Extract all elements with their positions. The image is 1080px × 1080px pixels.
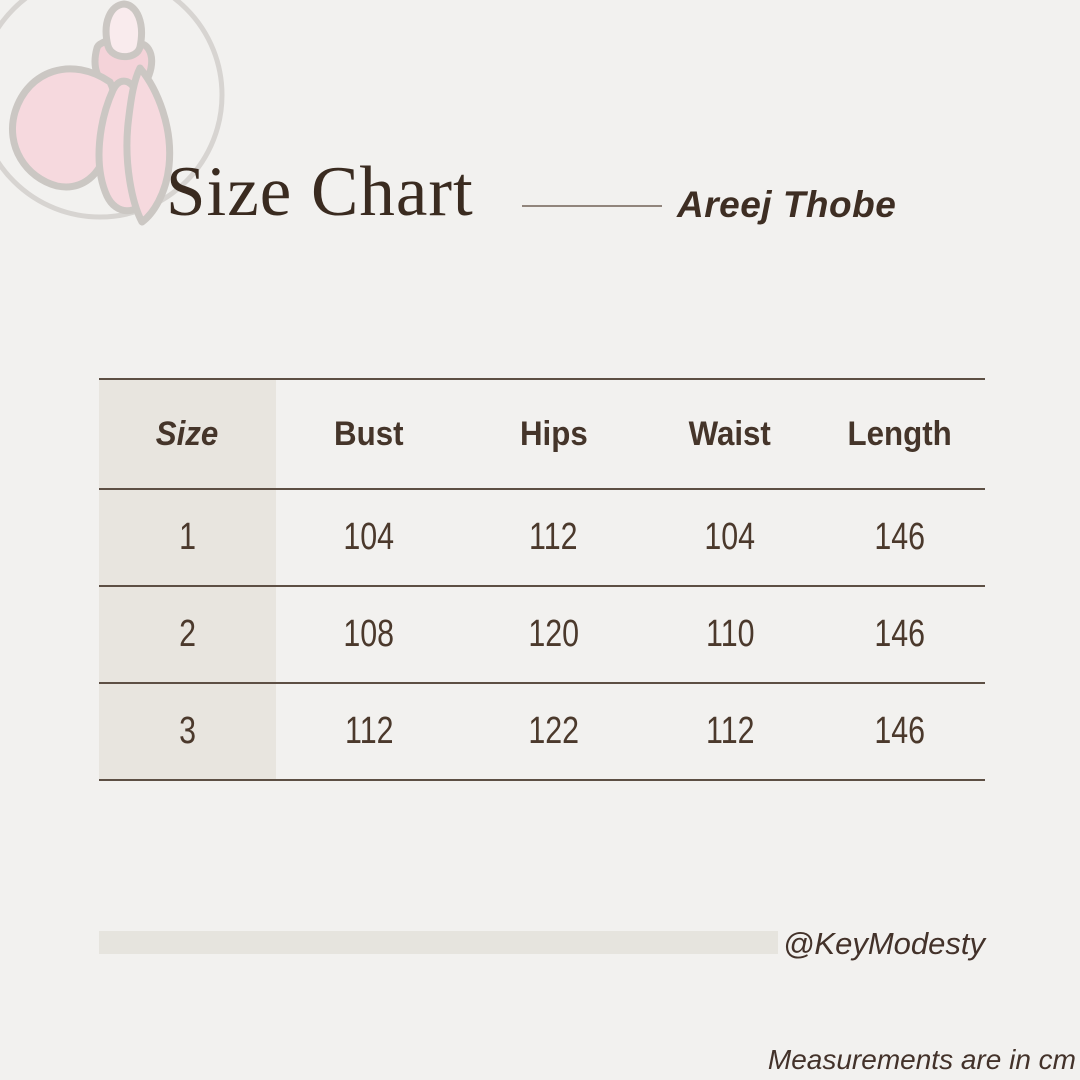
brand-logo — [0, 0, 225, 226]
page-title: Size Chart — [166, 153, 474, 231]
cell-size: 2 — [99, 587, 276, 682]
cell-length: 146 — [874, 710, 926, 752]
units-note: Measurements are in cm — [767, 1044, 1076, 1075]
cell-size: 1 — [99, 490, 276, 585]
logo-circle-icon — [0, 0, 225, 220]
cell-hips: 120 — [528, 613, 579, 655]
column-header-size: Size — [99, 380, 276, 488]
cell-hips: 122 — [528, 710, 579, 752]
cell-bust: 108 — [343, 613, 395, 655]
column-header-waist: Waist — [688, 414, 772, 453]
table-header-row: Size Bust Hips Waist Length — [99, 380, 985, 490]
product-name: Areej Thobe — [677, 184, 897, 225]
title-divider — [522, 205, 662, 207]
cell-bust: 104 — [343, 516, 395, 558]
table-row-size-1: 1 104 112 104 146 — [99, 490, 985, 587]
column-header-hips: Hips — [519, 414, 588, 453]
column-header-bust: Bust — [334, 414, 404, 453]
cell-length: 146 — [874, 613, 926, 655]
cell-bust: 112 — [344, 710, 394, 752]
cell-size: 3 — [99, 684, 276, 779]
cell-waist: 104 — [704, 516, 756, 558]
size-table: Size Bust Hips Waist Length 1 104 112 10… — [99, 378, 985, 781]
flower-icon — [8, 0, 174, 226]
table-row-size-2: 2 108 120 110 146 — [99, 587, 985, 684]
table-row-size-3: 3 112 122 112 146 — [99, 684, 985, 781]
cell-waist: 110 — [705, 613, 755, 655]
brand-handle: @KeyModesty — [782, 926, 985, 961]
cell-waist: 112 — [705, 710, 755, 752]
footer-accent-bar — [99, 931, 778, 954]
cell-length: 146 — [874, 516, 926, 558]
cell-hips: 112 — [529, 516, 578, 558]
column-header-length: Length — [847, 414, 953, 453]
